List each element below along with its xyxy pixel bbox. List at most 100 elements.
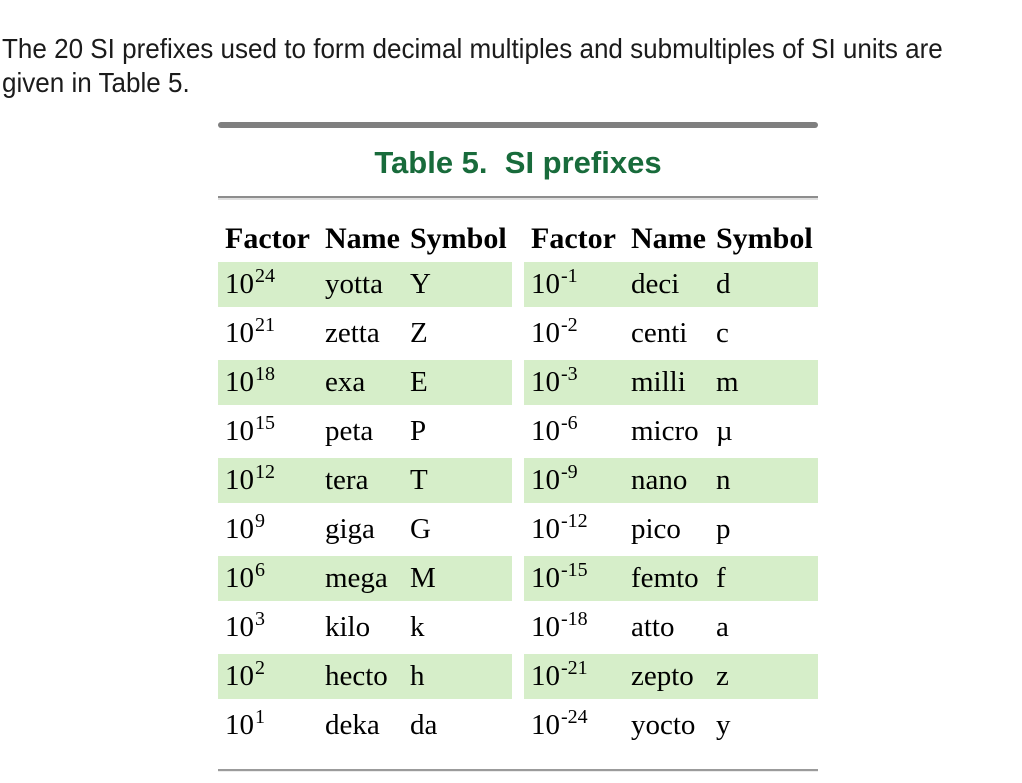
table-row: 101 deka da: [218, 703, 512, 752]
factor-base: 10: [225, 513, 254, 545]
name-cell: centi: [631, 317, 688, 349]
top-rule: [218, 122, 818, 128]
factor-base: 10: [531, 660, 560, 692]
submultiples-rows: 10-1 deci d 10-2 centi c 10-3 milli m 10-6 micro µ 1…: [524, 262, 818, 752]
name-cell: pico: [631, 513, 681, 545]
factor-exponent: 1: [255, 706, 265, 728]
factor-base: 10: [225, 415, 254, 447]
name-header: Name: [631, 222, 706, 255]
symbol-cell: a: [716, 611, 729, 643]
name-cell: femto: [631, 562, 699, 594]
table-row: 10-6 micro µ: [524, 409, 818, 458]
factor-exponent: -1: [561, 265, 578, 287]
factor-cell: 106: [225, 556, 265, 601]
table-row: 102 hecto h: [218, 654, 512, 703]
table-row: 10-1 deci d: [524, 262, 818, 311]
name-cell: kilo: [325, 611, 371, 643]
table-row: 1024 yotta Y: [218, 262, 512, 311]
factor-cell: 10-18: [531, 605, 588, 650]
factor-exponent: -9: [561, 461, 578, 483]
name-cell: deci: [631, 268, 680, 300]
name-cell: micro: [631, 415, 699, 447]
factor-cell: 10-15: [531, 556, 588, 601]
submultiples-block: Factor Name Symbol 10-1 deci d 10-2 centi c 10…: [524, 200, 818, 752]
column-header-row: Factor Name Symbol: [524, 200, 818, 262]
name-cell: zepto: [631, 660, 694, 692]
multiples-block: Factor Name Symbol 1024 yotta Y 102 1 zetta Z 1…: [218, 200, 512, 752]
symbol-cell: Y: [410, 268, 431, 300]
name-cell: yocto: [631, 709, 696, 741]
factor-exponent: -24: [561, 706, 588, 728]
name-cell: nano: [631, 464, 688, 496]
factor-base: 10: [225, 611, 254, 643]
name-cell: hecto: [325, 660, 388, 692]
table-row: 10-9 nano n: [524, 458, 818, 507]
factor-cell: 103: [225, 605, 265, 650]
symbol-cell: c: [716, 317, 729, 349]
factor-cell: 109: [225, 507, 265, 552]
factor-cell: 10-9: [531, 458, 578, 503]
factor-exponent: 15: [255, 412, 275, 434]
table-row: 10-15 femto f: [524, 556, 818, 605]
factor-base: 10: [225, 660, 254, 692]
si-prefixes-table: Table 5. SI prefixes Factor Name Symbol …: [218, 122, 818, 772]
symbol-cell: da: [410, 709, 438, 741]
table-row: 10-18 atto a: [524, 605, 818, 654]
factor-exponent: 9: [255, 510, 265, 532]
factor-cell: 101: [225, 703, 265, 748]
intro-line-1: The 20 SI prefixes used to form decimal …: [2, 33, 943, 64]
factor-exponent: -15: [561, 559, 588, 581]
symbol-cell: T: [410, 464, 428, 496]
name-cell: exa: [325, 366, 366, 398]
factor-base: 10: [531, 513, 560, 545]
factor-base: 10: [225, 709, 254, 741]
symbol-cell: f: [716, 562, 726, 594]
symbol-cell: h: [410, 660, 425, 692]
factor-base: 10: [531, 611, 560, 643]
factor-cell: 1024: [225, 262, 275, 307]
table-row: 10-12 pico p: [524, 507, 818, 556]
table-row: 1012 tera T: [218, 458, 512, 507]
factor-cell: 102: [225, 654, 265, 699]
symbol-cell: Z: [410, 317, 428, 349]
factor-exponent: 12: [255, 461, 275, 483]
name-cell: milli: [631, 366, 686, 398]
factor-cell: 1015: [225, 409, 275, 454]
factor-base: 10: [531, 562, 560, 594]
symbol-cell: k: [410, 611, 425, 643]
table-title: Table 5. SI prefixes: [374, 145, 662, 180]
factor-header: Factor: [531, 222, 616, 255]
symbol-cell: y: [716, 709, 731, 741]
symbol-cell: d: [716, 268, 731, 300]
factor-exponent: -6: [561, 412, 578, 434]
table-row: 109 giga G: [218, 507, 512, 556]
name-cell: mega: [325, 562, 388, 594]
table-row: 10-3 milli m: [524, 360, 818, 409]
symbol-cell: n: [716, 464, 731, 496]
name-cell: zetta: [325, 317, 380, 349]
symbol-cell: z: [716, 660, 729, 692]
symbol-header: Symbol: [716, 222, 813, 255]
table-row: 10-24 yocto y: [524, 703, 818, 752]
table-row: 1018 exa E: [218, 360, 512, 409]
column-header-row: Factor Name Symbol: [218, 200, 512, 262]
factor-header: Factor: [225, 222, 310, 255]
factor-cell: 10-3: [531, 360, 578, 405]
table-columns: Factor Name Symbol 1024 yotta Y 102 1 zetta Z 1…: [218, 200, 818, 752]
factor-cell: 10-6: [531, 409, 578, 454]
factor-exponent: 18: [255, 363, 275, 385]
factor-exponent: -12: [561, 510, 588, 532]
symbol-cell: E: [410, 366, 428, 398]
table-row: 1015 peta P: [218, 409, 512, 458]
factor-cell: 10-12: [531, 507, 588, 552]
name-cell: atto: [631, 611, 675, 643]
table-row: 10-21 zepto z: [524, 654, 818, 703]
factor-base: 10: [531, 415, 560, 447]
factor-base: 10: [531, 464, 560, 496]
factor-exponent: 24: [255, 265, 275, 287]
factor-cell: 1018: [225, 360, 275, 405]
symbol-cell: M: [410, 562, 436, 594]
factor-base: 10: [225, 464, 254, 496]
name-cell: deka: [325, 709, 380, 741]
